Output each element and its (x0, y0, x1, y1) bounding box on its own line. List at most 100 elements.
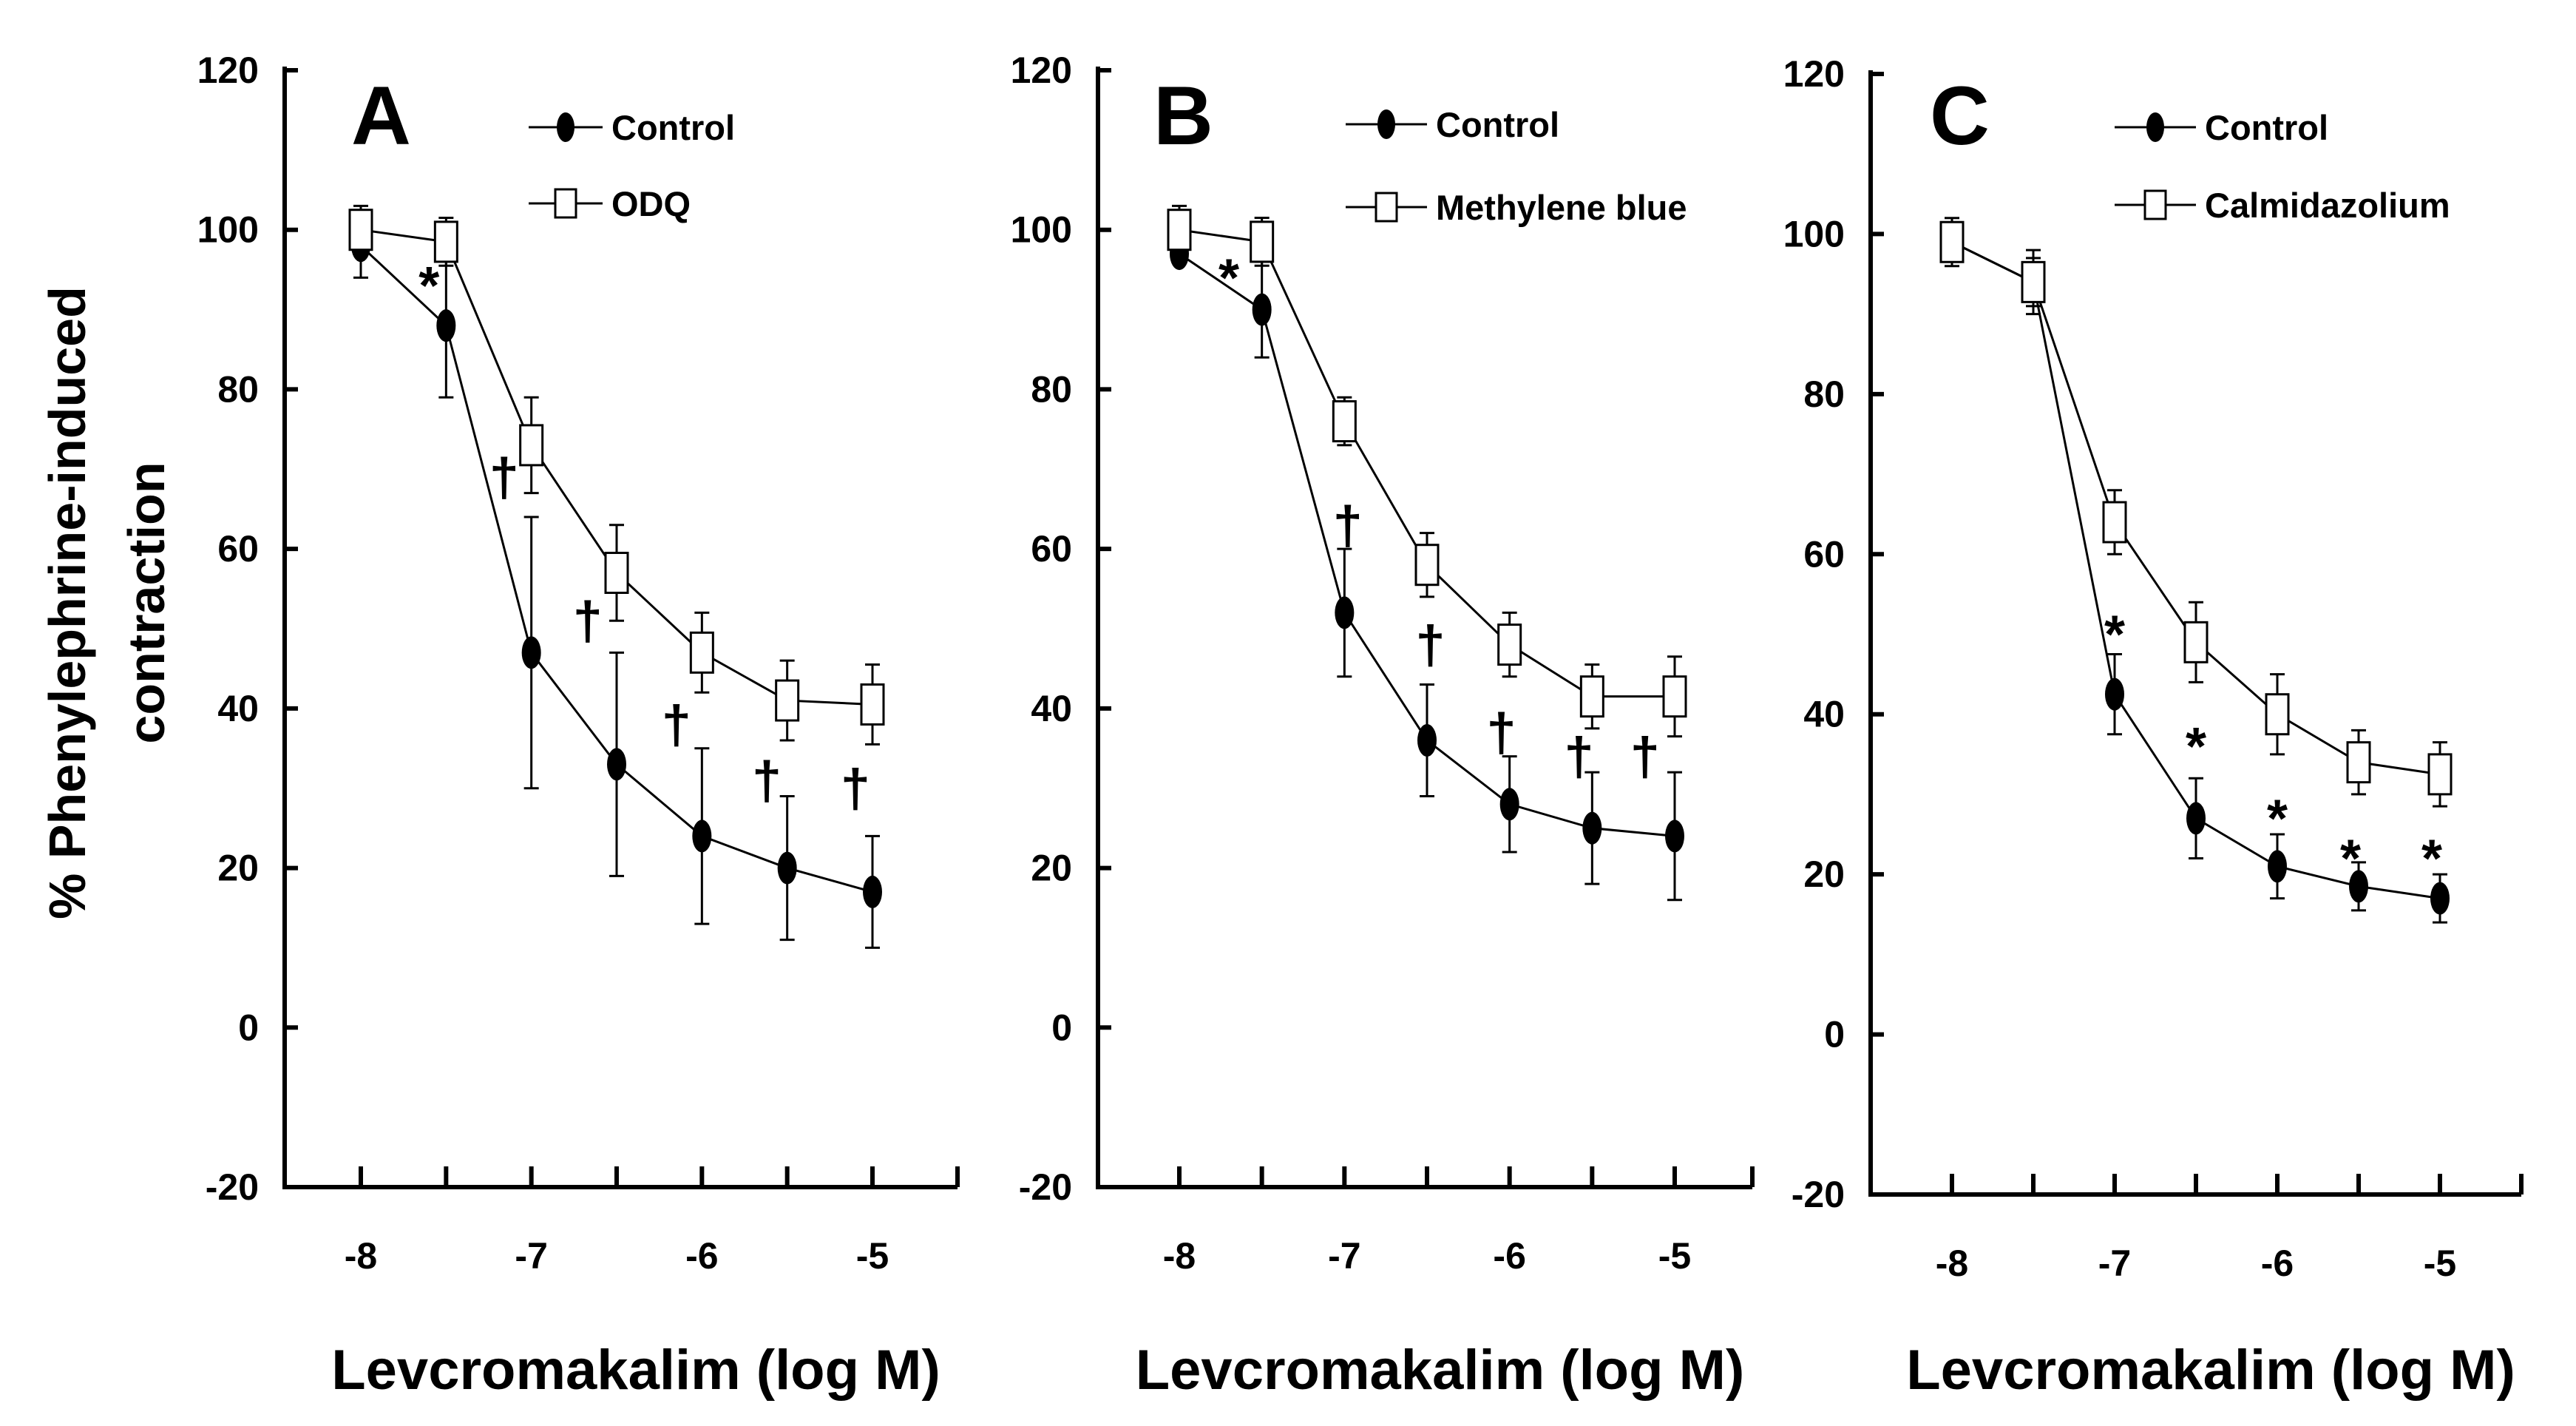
control-series-point (607, 748, 626, 781)
y-axis-title: % Phenylephrine-induced contraction (38, 286, 175, 919)
y-tick-label: 40 (217, 688, 259, 729)
significance-marker: * (2421, 830, 2442, 889)
legend-marker-treatment (2143, 189, 2167, 220)
legend-label: ODQ (611, 184, 691, 223)
treatment-series-point (433, 220, 458, 263)
treatment-series-point (689, 631, 714, 674)
control-series-point (1665, 820, 1684, 853)
control-series-point (1335, 596, 1355, 629)
x-axis-title: Levcromakalim (log M) (331, 1339, 940, 1402)
treatment-series-point (2265, 693, 2290, 736)
y-tick-label: 80 (1803, 374, 1845, 415)
significance-marker: † (1333, 496, 1363, 555)
control-series-point (2105, 677, 2124, 711)
treatment-series-point (1332, 400, 1357, 443)
control-series-point (2349, 870, 2368, 903)
x-axis-title: Levcromakalim (log M) (1906, 1339, 2515, 1402)
y-tick-label: 120 (1783, 53, 1845, 95)
significance-marker: * (2104, 606, 2125, 665)
y-tick-label: 100 (1011, 209, 1072, 251)
control-series-point (1252, 293, 1272, 326)
x-tick-label: -5 (856, 1235, 889, 1277)
treatment-series-point (1662, 675, 1687, 718)
panel-c: 120 100 80 60 40 20 0 -20 -8 -7 -6 -5 Levcromakalim … (1783, 53, 2524, 1402)
control-series-point (2430, 882, 2450, 915)
panel-a: 120 100 80 60 40 20 0 -20 -8 -7 -6 -5 Levcromakalim … (197, 50, 960, 1402)
treatment-series-point (519, 424, 544, 467)
y-tick-label: 0 (1824, 1014, 1845, 1055)
treatment-series-point (1167, 209, 1192, 251)
treatment-series-point (1579, 675, 1604, 718)
x-axis-title: Levcromakalim (log M) (1136, 1339, 1745, 1402)
x-tick-label: -5 (2424, 1243, 2456, 1284)
treatment-series-point (860, 683, 885, 726)
significance-marker: † (489, 448, 519, 507)
control-series-point (2186, 802, 2206, 835)
treatment-series-point (1414, 544, 1440, 587)
control-series-point (692, 820, 712, 853)
panel-letter: B (1153, 70, 1213, 162)
control-series-point (863, 875, 882, 908)
y-tick-label: 60 (1031, 528, 1072, 570)
x-tick-label: -5 (1658, 1235, 1691, 1277)
legend-label: Control (1436, 105, 1559, 144)
control-series-point (521, 636, 541, 669)
y-tick-label: 20 (217, 848, 259, 889)
legend-label: Calmidazolium (2205, 186, 2450, 225)
y-axis-title-line2: contraction (118, 462, 175, 743)
x-tick-label: -8 (345, 1235, 377, 1277)
x-tick-label: -6 (2261, 1243, 2294, 1284)
y-tick-label: -20 (1792, 1174, 1845, 1215)
significance-marker: * (1218, 249, 1239, 308)
x-tick-label: -8 (1936, 1243, 1968, 1284)
treatment-series-point (2021, 260, 2046, 303)
y-tick-label: 60 (1803, 533, 1845, 575)
treatment-series-point (1497, 624, 1522, 666)
legend-marker-control (557, 112, 574, 142)
panel-letter: A (351, 70, 411, 162)
treatment-series-point (348, 209, 373, 251)
treatment-series-point (1250, 220, 1275, 263)
legend-marker-control (2146, 112, 2164, 142)
y-tick-label: 80 (217, 368, 259, 410)
x-tick-label: -7 (1328, 1235, 1360, 1277)
control-series-point (777, 851, 797, 885)
significance-marker: † (1486, 703, 1516, 763)
x-tick-label: -7 (2098, 1243, 2131, 1284)
control-series-point (1417, 724, 1437, 757)
control-series-point (2268, 850, 2287, 883)
significance-marker: * (2267, 789, 2288, 848)
y-axis-title-line1: % Phenylephrine-induced (38, 286, 96, 919)
treatment-series-point (2183, 621, 2209, 663)
y-tick-label: 120 (197, 50, 259, 91)
y-tick-label: 40 (1803, 694, 1845, 735)
significance-marker: † (1564, 728, 1593, 787)
treatment-series-point (2102, 501, 2127, 544)
legend-marker-treatment (554, 188, 577, 219)
y-tick-label: -20 (206, 1166, 259, 1208)
treatment-series-line (1951, 240, 2441, 776)
y-tick-label: 60 (217, 528, 259, 570)
significance-marker: * (2340, 830, 2361, 889)
significance-marker: † (752, 751, 782, 811)
x-tick-label: -7 (515, 1235, 547, 1277)
significance-marker: * (418, 257, 439, 316)
x-tick-label: -6 (685, 1235, 718, 1277)
control-series-point (436, 309, 456, 342)
y-tick-label: 120 (1011, 50, 1072, 91)
treatment-series-point (2346, 741, 2371, 784)
significance-marker: † (573, 592, 603, 651)
legend-label: Control (611, 108, 735, 147)
y-tick-label: 40 (1031, 688, 1072, 729)
significance-marker: † (1630, 728, 1660, 787)
control-series-point (1499, 788, 1519, 821)
y-tick-label: -20 (1019, 1166, 1072, 1208)
control-series-point (1582, 811, 1602, 845)
significance-marker: * (2186, 717, 2206, 777)
panel-b: 120 100 80 60 40 20 0 -20 -8 -7 -6 -5 Levcromakalim … (1011, 50, 1755, 1402)
legend-marker-control (1377, 109, 1395, 139)
significance-marker: † (1415, 616, 1445, 675)
y-tick-label: 100 (1783, 213, 1845, 254)
significance-marker: † (841, 760, 870, 819)
